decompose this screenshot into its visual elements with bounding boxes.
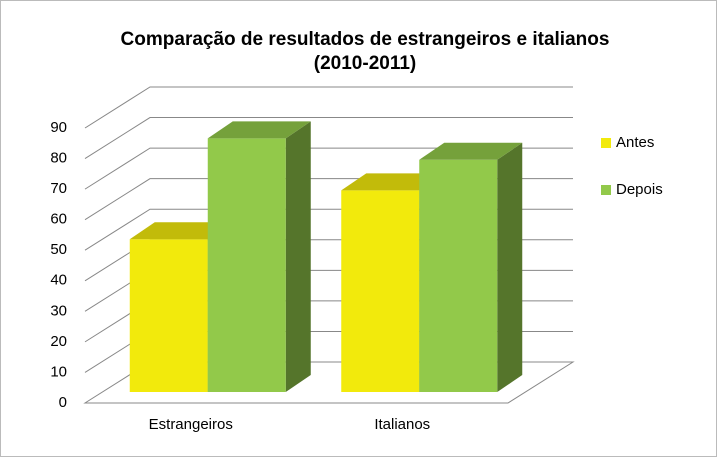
bar-front bbox=[129, 239, 208, 392]
legend-swatch bbox=[601, 138, 611, 148]
y-tick-label: 80 bbox=[50, 150, 67, 167]
bar-front bbox=[419, 159, 498, 392]
grid-line bbox=[84, 86, 573, 129]
y-tick-label: 60 bbox=[50, 211, 67, 228]
x-tick-label: Estrangeiros bbox=[149, 416, 233, 433]
y-tick-label: 90 bbox=[50, 119, 67, 136]
grid-line bbox=[84, 117, 573, 159]
chart-title: Comparação de resultados de estrangeiros… bbox=[121, 29, 610, 50]
y-tick-label: 40 bbox=[50, 272, 67, 289]
legend-label: Antes bbox=[616, 134, 654, 151]
x-tick-label: Italianos bbox=[374, 416, 430, 433]
bar-top bbox=[419, 142, 523, 160]
legend-swatch bbox=[601, 185, 611, 195]
y-tick-label: 30 bbox=[50, 302, 67, 319]
bar-top bbox=[129, 222, 233, 240]
y-tick-label: 50 bbox=[50, 241, 67, 258]
bar-front bbox=[341, 190, 420, 392]
bar-top bbox=[341, 173, 445, 191]
bar-side bbox=[497, 142, 523, 392]
bar bbox=[207, 121, 311, 392]
bar-side bbox=[285, 121, 311, 392]
floor bbox=[83, 361, 575, 404]
y-tick-label: 0 bbox=[59, 394, 67, 411]
y-tick-label: 70 bbox=[50, 180, 67, 197]
grid-line bbox=[84, 147, 573, 190]
chart-title: (2010-2011) bbox=[314, 53, 416, 74]
bar-front bbox=[207, 138, 286, 392]
y-tick-label: 10 bbox=[50, 363, 67, 380]
bar-top bbox=[207, 121, 311, 139]
bar bbox=[419, 142, 523, 392]
legend-label: Depois bbox=[616, 181, 663, 198]
y-tick-label: 20 bbox=[50, 333, 67, 350]
